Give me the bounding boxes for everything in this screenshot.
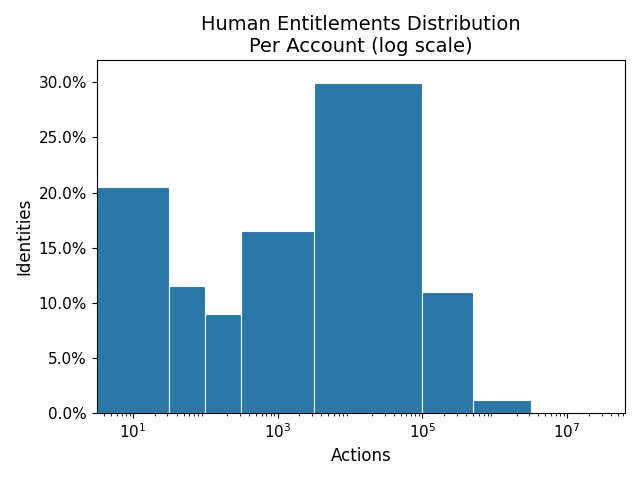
- Bar: [169, 286, 205, 413]
- Bar: [205, 314, 241, 413]
- Bar: [241, 231, 314, 413]
- Bar: [531, 412, 604, 413]
- Bar: [314, 84, 422, 413]
- Title: Human Entitlements Distribution
Per Account (log scale): Human Entitlements Distribution Per Acco…: [201, 15, 521, 56]
- Bar: [422, 292, 473, 413]
- Bar: [473, 400, 531, 413]
- X-axis label: Actions: Actions: [330, 447, 391, 465]
- Bar: [97, 187, 169, 413]
- Y-axis label: Identities: Identities: [15, 198, 33, 276]
